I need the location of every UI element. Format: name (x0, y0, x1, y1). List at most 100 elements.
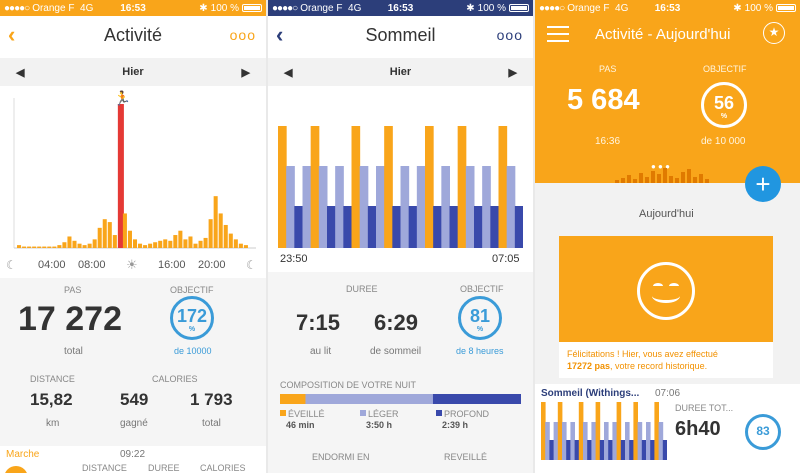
mini-sleep-stage-light (570, 422, 575, 460)
sleep-stage-deep (490, 206, 499, 248)
axis-tick-20: 20:00 (198, 259, 226, 271)
axis-tick-16: 16:00 (158, 259, 186, 271)
awake-value: 46 min (286, 420, 315, 430)
chart-bar (67, 236, 72, 248)
congrats-line2: , votre record historique. (610, 361, 708, 371)
sleep-stage-deep (367, 206, 377, 248)
sleep-stage-light (318, 166, 328, 248)
chart-bar (27, 246, 32, 248)
battery-icon (509, 4, 529, 12)
goal-percent: 81 (469, 306, 491, 326)
page-dots: ● ● ● (651, 162, 670, 171)
awake-label: ÉVEILLÉ (288, 409, 325, 419)
goal-percent-unit: % (188, 326, 196, 333)
chart-bar (97, 227, 102, 248)
mini-bar (675, 178, 679, 183)
sleep-stage-light (359, 166, 369, 248)
steps-label: PAS (599, 64, 617, 74)
chart-bar (62, 242, 67, 248)
chart-bar (148, 243, 153, 248)
moon-icon: ☾ (6, 258, 17, 272)
more-options-button[interactable]: ooo (496, 27, 523, 43)
mini-sleep-stage-light (658, 422, 664, 460)
chart-bar (213, 196, 218, 248)
sleep-stage-deep (408, 206, 418, 248)
mini-sleep-stage-awake (616, 402, 622, 460)
goal-label: OBJECTIF (170, 285, 214, 295)
mini-bar (663, 168, 667, 183)
sleep-stage-awake (351, 126, 361, 248)
chart-bar (188, 236, 193, 248)
mini-bar (615, 180, 619, 183)
next-day-button[interactable]: ▶ (241, 66, 250, 79)
chart-bar (92, 239, 97, 248)
calories-gained-value: 549 (120, 390, 149, 409)
more-options-button[interactable]: ooo (229, 27, 256, 43)
chart-bar (112, 235, 117, 248)
workout-col-distance: DISTANCE (82, 463, 127, 473)
in-bed-value: 7:15 (296, 310, 341, 335)
asleep-value: 6:29 (374, 310, 419, 335)
sleep-stage-awake (457, 126, 467, 248)
sleep-stage-light (400, 166, 410, 248)
sleep-stage-light (376, 166, 385, 248)
deep-label: PROFOND (444, 409, 489, 419)
status-bar: ●●●●○ Orange F 4G 16:53 ✱ 100 % (268, 0, 533, 16)
menu-button[interactable] (547, 26, 569, 42)
add-button[interactable]: + (745, 166, 781, 202)
mini-sleep-stage-light (625, 422, 630, 460)
back-button[interactable]: ‹ (276, 22, 284, 47)
sleep-stage-deep (514, 206, 523, 248)
workout-card[interactable] (0, 446, 266, 473)
today-mini-chart (615, 168, 709, 183)
mini-sleep-stage-light (591, 422, 596, 460)
day-label: Hier (122, 66, 144, 78)
star-button[interactable]: ★ (763, 22, 785, 44)
sleep-start-time: 23:50 (280, 253, 308, 265)
sleep-stage-light (482, 166, 491, 248)
sleep-card-value: 6h40 (675, 418, 721, 440)
axis-tick-04: 04:00 (38, 259, 66, 271)
composition-segment-deep (432, 394, 521, 404)
hamburger-icon (547, 26, 569, 28)
day-navigator: ◀ Hier ▶ (268, 58, 533, 86)
chart-bar (22, 246, 27, 248)
moon-icon: ☾ (246, 258, 257, 272)
chart-bar (193, 243, 198, 248)
back-button[interactable]: ‹ (8, 22, 16, 47)
light-label: LÉGER (368, 409, 399, 419)
distance-label: DISTANCE (30, 374, 75, 384)
status-bar: ●●●●○ Orange F 4G 16:53 ✱ 100 % (0, 0, 266, 16)
chart-bar (122, 213, 127, 248)
next-day-button[interactable]: ▶ (508, 66, 517, 79)
mini-bar (627, 175, 631, 183)
chart-bar (198, 240, 203, 248)
mini-bar (669, 176, 673, 183)
previous-day-button[interactable]: ◀ (16, 66, 25, 79)
steps-time: 16:36 (595, 136, 621, 147)
mini-sleep-stage-deep (650, 440, 655, 460)
mini-sleep-stage-deep (641, 440, 647, 460)
previous-day-button[interactable]: ◀ (284, 66, 293, 79)
sleep-stage-light (302, 166, 312, 248)
chart-bar (57, 245, 62, 248)
mini-sleep-stage-light (553, 422, 559, 460)
chart-bar (233, 239, 238, 248)
carrier-label: Orange F (300, 2, 343, 14)
steps-label: PAS (64, 285, 82, 295)
chart-bar (42, 246, 47, 248)
goal-label: OBJECTIF (703, 64, 747, 74)
clock: 16:53 (654, 2, 681, 14)
goal-percent-unit: % (476, 326, 484, 333)
chart-bar-peak (117, 104, 124, 248)
goal-percent-unit: % (720, 113, 728, 120)
sleep-card-ring (745, 414, 781, 450)
chart-bar (178, 230, 183, 248)
smiley-icon (637, 262, 695, 320)
mini-sleep-stage-awake (654, 402, 659, 460)
mini-sleep-stage-deep (629, 440, 634, 460)
activity-summary (0, 278, 266, 473)
chart-bar (32, 246, 37, 248)
sleep-composition-bar (280, 394, 521, 404)
mini-bar (657, 174, 661, 183)
